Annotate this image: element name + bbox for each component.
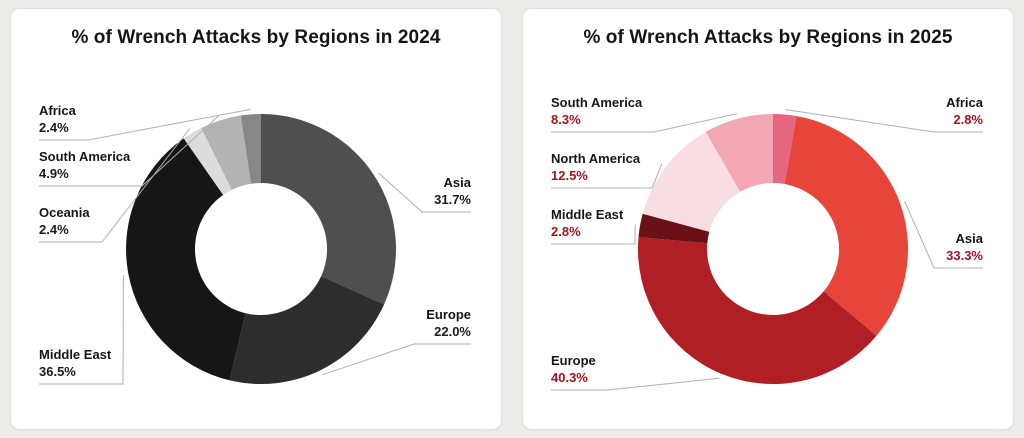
slice-name: South America bbox=[39, 149, 131, 164]
slice-percent: 12.5% bbox=[551, 167, 588, 183]
slice-name: Asia bbox=[443, 175, 471, 190]
slice-name: Oceania bbox=[39, 205, 90, 220]
donut-slice-middle-east bbox=[126, 138, 246, 381]
donut-slice-africa bbox=[773, 114, 797, 184]
chart-title-2025: % of Wrench Attacks by Regions in 2025 bbox=[583, 27, 953, 48]
slice-percent: 22.0% bbox=[434, 323, 471, 339]
label-africa-2024: Africa 2.4% bbox=[39, 103, 76, 137]
slice-name: South America bbox=[551, 95, 643, 110]
slice-percent: 4.9% bbox=[39, 165, 69, 181]
leader-line bbox=[322, 343, 471, 376]
slice-percent: 40.3% bbox=[551, 369, 588, 385]
slice-percent: 2.8% bbox=[551, 223, 581, 239]
slice-name: Middle East bbox=[39, 347, 112, 362]
chart-area-2025: South America 8.3% North America 12.5% M… bbox=[523, 9, 1013, 429]
label-south-america-2025: South America 8.3% bbox=[551, 95, 642, 129]
donut-slice-middle-east bbox=[638, 213, 710, 244]
label-africa-2025: Africa 2.8% bbox=[946, 95, 983, 129]
slice-percent: 31.7% bbox=[434, 191, 471, 207]
chart-card-2025: % of Wrench Attacks by Regions in 2025 S… bbox=[522, 8, 1014, 430]
label-europe-2024: Europe 22.0% bbox=[426, 307, 471, 341]
chart-card-2024: % of Wrench Attacks by Regions in 2024 A… bbox=[10, 8, 502, 430]
donut-slice-oceania bbox=[183, 128, 232, 195]
slice-percent: 2.4% bbox=[39, 119, 69, 135]
slice-name: Africa bbox=[39, 103, 76, 118]
donut-slice-south-america bbox=[705, 113, 773, 192]
slice-name: Europe bbox=[551, 353, 596, 368]
donut-slice-africa bbox=[240, 113, 261, 184]
label-north-america-2025: North America 12.5% bbox=[551, 151, 640, 185]
donut-slice-north-america bbox=[642, 131, 741, 232]
donut-slice-europe bbox=[637, 237, 877, 385]
slice-name: Middle East bbox=[551, 207, 624, 222]
slice-percent: 36.5% bbox=[39, 363, 76, 379]
label-middle-east-2025: Middle East 2.8% bbox=[551, 207, 623, 241]
label-south-america-2024: South America 4.9% bbox=[39, 149, 130, 183]
donut-slice-asia bbox=[261, 114, 396, 305]
label-oceania-2024: Oceania 2.4% bbox=[39, 205, 90, 239]
slice-percent: 33.3% bbox=[946, 247, 983, 263]
slice-name: Europe bbox=[426, 307, 471, 322]
label-europe-2025: Europe 40.3% bbox=[551, 353, 596, 387]
slice-name: Africa bbox=[946, 95, 983, 110]
donut-slice-asia bbox=[784, 116, 909, 336]
donut-slice-south-america bbox=[201, 115, 252, 190]
donut-slice-europe bbox=[229, 276, 385, 385]
slice-name: North America bbox=[551, 151, 641, 166]
label-asia-2025: Asia 33.3% bbox=[946, 231, 983, 265]
slice-percent: 2.4% bbox=[39, 221, 69, 237]
slice-percent: 8.3% bbox=[551, 111, 581, 127]
chart-title-2024: % of Wrench Attacks by Regions in 2024 bbox=[71, 27, 441, 48]
label-asia-2024: Asia 31.7% bbox=[434, 175, 471, 209]
label-middle-east-2024: Middle East 36.5% bbox=[39, 347, 111, 381]
slice-name: Asia bbox=[955, 231, 983, 246]
slice-percent: 2.8% bbox=[953, 111, 983, 127]
chart-area-2024: Africa 2.4% South America 4.9% Oceania 2… bbox=[11, 9, 501, 429]
